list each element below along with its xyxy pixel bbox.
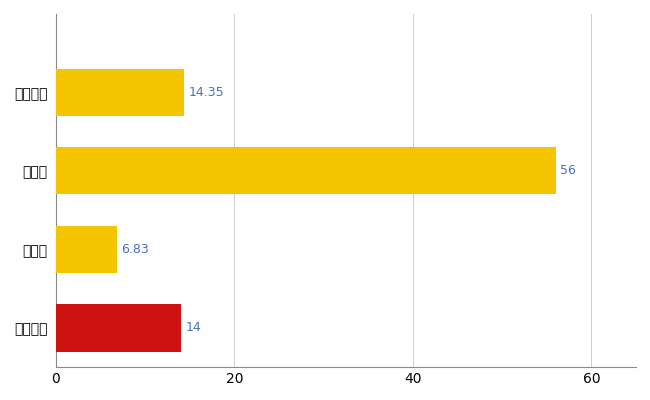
Text: 14.35: 14.35 bbox=[188, 86, 224, 99]
Text: 56: 56 bbox=[560, 164, 576, 178]
Bar bbox=[56, 304, 181, 352]
Text: 14: 14 bbox=[185, 322, 201, 334]
Bar bbox=[56, 147, 556, 194]
Bar bbox=[56, 69, 184, 116]
Bar bbox=[56, 226, 117, 273]
Text: 6.83: 6.83 bbox=[121, 243, 149, 256]
